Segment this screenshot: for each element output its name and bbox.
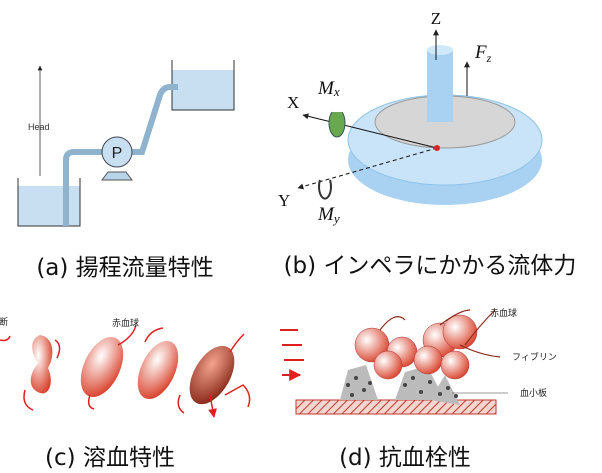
caption-b: (b) インペラにかかる流体力 (283, 253, 577, 279)
panel-c: 断 赤血球 (0, 316, 251, 417)
caption-c: (c) 溶血特性 (45, 445, 175, 471)
z-label: Z (431, 9, 441, 28)
x-label: X (287, 93, 299, 112)
y-label: Y (278, 191, 290, 210)
pump-label: P (112, 145, 123, 162)
platelet-label: 血小板 (520, 387, 547, 399)
panel-b: Z Fz X Mx Y My (278, 9, 543, 226)
head-label: Head (28, 122, 50, 132)
panel-d: 赤血球 フィブリン 血小板 (280, 307, 557, 415)
rbc-label-c: 赤血球 (112, 317, 139, 329)
fibrin-label: フィブリン (512, 351, 557, 363)
rbc-label-d: 赤血球 (490, 307, 517, 319)
caption-d: (d) 抗血栓性 (339, 445, 471, 471)
panel-a: Head P (17, 60, 235, 227)
fz-label: Fz (474, 42, 492, 65)
caption-a: (a) 揚程流量特性 (36, 255, 214, 281)
my-label: My (317, 204, 340, 226)
mx-label: Mx (317, 78, 340, 99)
rupture-label: 断 (0, 316, 8, 328)
